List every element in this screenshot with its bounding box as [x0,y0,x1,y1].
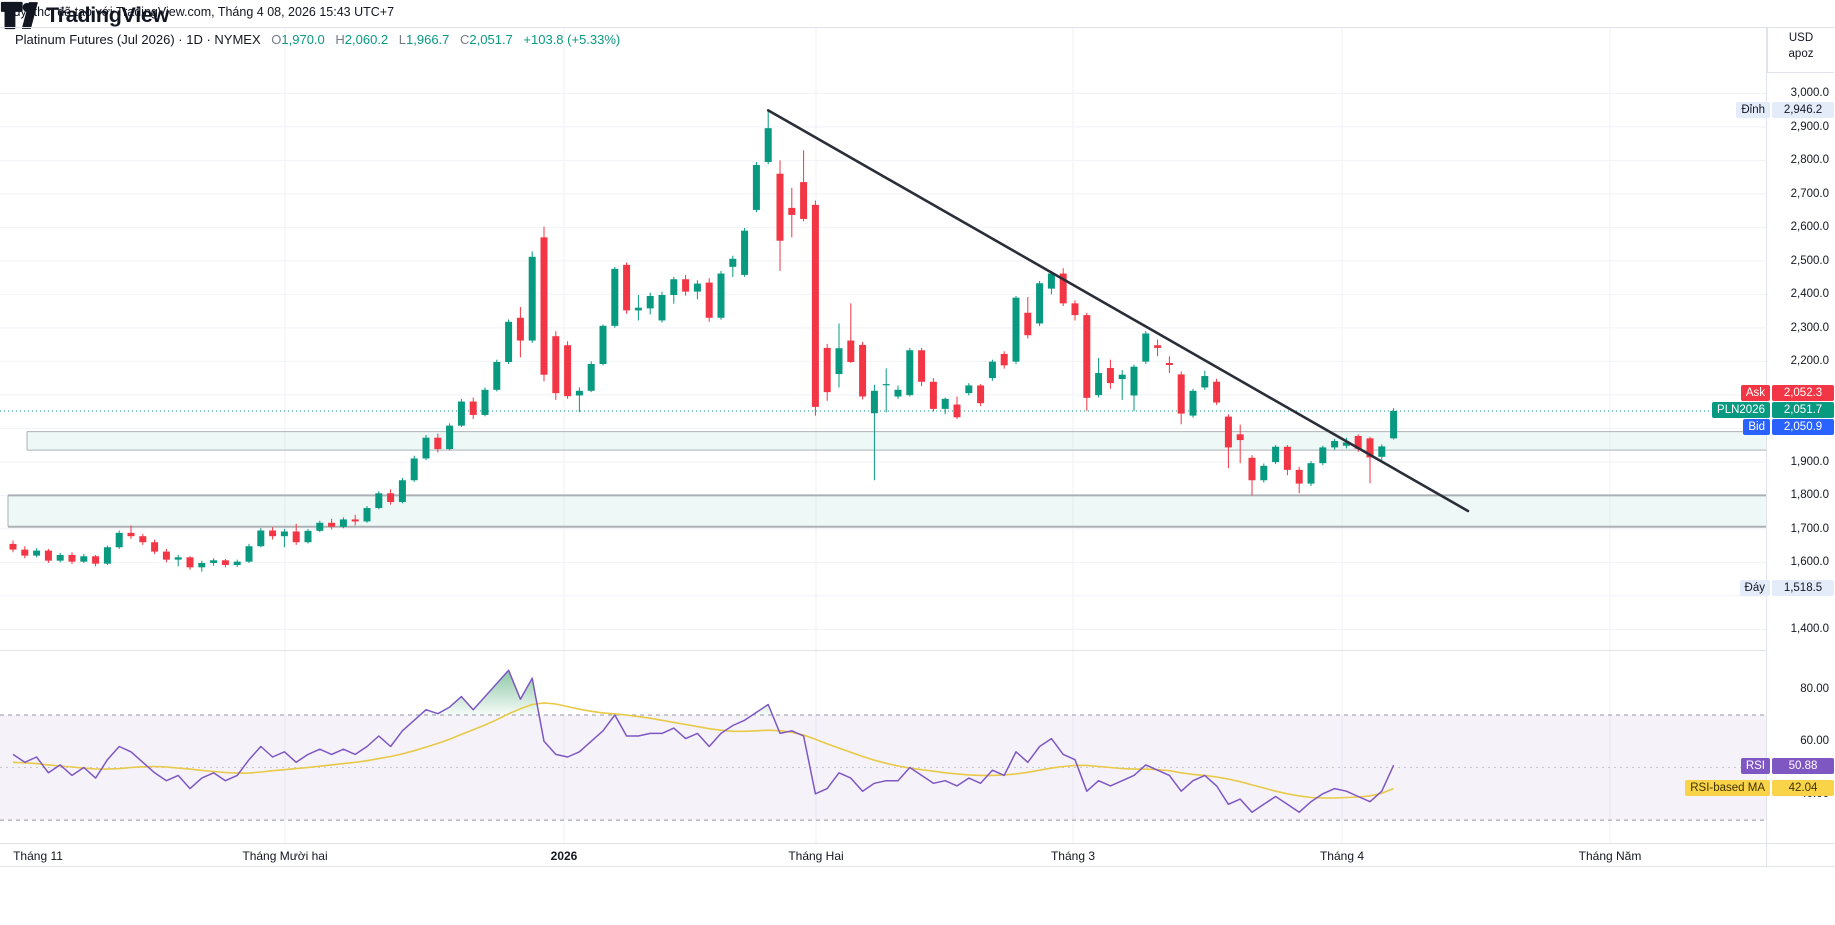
price-tick: 2,800.0 [1790,154,1829,167]
trough-value: 1,518.5 [1772,580,1834,596]
rsi-tick: 60.00 [1800,735,1829,748]
footer-separator [0,866,1835,867]
header-separator [0,27,1835,28]
ohlc-close-value: 2,051.7 [469,32,513,47]
ohlc-high-value: 2,060.2 [344,32,389,47]
price-tick: 1,600.0 [1790,556,1829,569]
price-axis[interactable] [1766,28,1835,843]
bid-tag: Bid [1743,419,1770,435]
symbol-tag: PLN2026 [1712,402,1770,418]
ask-price-label: Ask 2,052.3 [1740,385,1834,401]
ohlc-open-value: 1,970.0 [281,32,325,47]
tradingview-logo-icon [0,1,38,30]
pane-separator[interactable] [0,650,1766,651]
ohlc-high-key: H [335,32,345,47]
rsi-value-label: RSI 50.88 [1740,758,1834,774]
price-axis-separator [1766,28,1767,866]
ask-value: 2,052.3 [1772,385,1834,401]
price-tick: 2,200.0 [1790,355,1829,368]
ohlc-low-key: L [398,32,407,47]
unit-measure: apoz [1788,48,1814,60]
rsi-tick: 80.00 [1800,682,1829,695]
price-tick: 1,700.0 [1790,522,1829,535]
trough-price-label: Đáy 1,518.5 [1739,580,1834,596]
time-axis-separator [0,843,1835,844]
bid-price-label: Bid 2,050.9 [1743,419,1834,435]
ohlc-open-key: O [271,32,282,47]
ask-tag: Ask [1740,385,1770,401]
symbol-title: Platinum Futures (Jul 2026) · 1D · NYMEX [15,32,261,47]
price-tick: 2,900.0 [1790,120,1829,133]
price-tick: 2,300.0 [1790,321,1829,334]
rsi-ma-tag: RSI-based MA [1685,780,1770,796]
rsi-ma-value: 42.04 [1772,780,1834,796]
time-tick: Tháng 3 [1050,849,1096,863]
bid-value: 2,050.9 [1772,419,1834,435]
trough-tag: Đáy [1739,580,1770,596]
price-tick: 3,000.0 [1790,87,1829,100]
price-tick: 2,600.0 [1790,221,1829,234]
unit-currency: USD [1788,32,1814,44]
time-tick: Tháng Hai [788,849,844,863]
tradingview-logo[interactable]: TradingView [0,0,1835,31]
time-tick: Tháng Năm [1578,849,1642,863]
time-tick: Tháng 4 [1319,849,1365,863]
price-tick: 1,400.0 [1790,623,1829,636]
rsi-ma-value-label: RSI-based MA 42.04 [1685,780,1834,796]
change-value: +103.8 (+5.33%) [523,32,621,47]
price-tick: 1,800.0 [1790,489,1829,502]
peak-value: 2,946.2 [1772,102,1834,118]
price-axis-unit: USD apoz [1767,28,1834,73]
last-price-label: PLN2026 2,051.7 [1712,402,1834,418]
time-axis[interactable] [0,843,1835,867]
price-tick: 2,400.0 [1790,288,1829,301]
last-price-value: 2,051.7 [1772,402,1834,418]
time-tick: Tháng 11 [13,849,63,863]
chart-plot-area[interactable] [0,28,1766,843]
price-tick: 2,500.0 [1790,254,1829,267]
tradingview-logo-text: TradingView [46,3,169,27]
price-tick: 2,700.0 [1790,187,1829,200]
symbol-legend: Platinum Futures (Jul 2026) · 1D · NYMEX… [15,32,620,47]
time-tick: 2026 [550,849,578,863]
ohlc-close-key: C [460,32,470,47]
price-tick: 1,900.0 [1790,455,1829,468]
ohlc-low-value: 1,966.7 [406,32,450,47]
time-tick: Tháng Mười hai [242,849,328,863]
peak-tag: Đỉnh [1736,102,1770,118]
peak-price-label: Đỉnh 2,946.2 [1736,102,1834,118]
rsi-value: 50.88 [1772,758,1834,774]
attribution-text: tuyethct đã tạo với TradingView.com, Thá… [10,5,395,19]
rsi-tag: RSI [1740,758,1770,774]
